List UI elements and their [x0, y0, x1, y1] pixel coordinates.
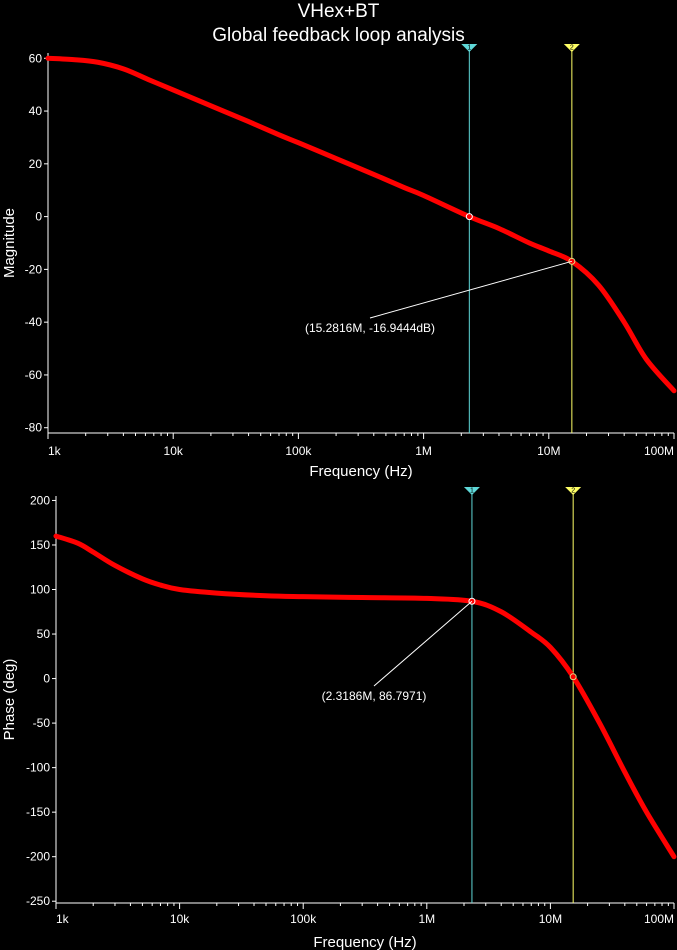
phase-annotation-label: (2.3186M, 86.7971)	[322, 689, 427, 703]
magnitude-y-tick-label: 40	[29, 104, 43, 118]
phase-y-tick-label: -150	[26, 805, 50, 819]
magnitude-cursor-1-flag	[461, 44, 478, 52]
phase-x-tick-label: 1M	[418, 912, 435, 926]
magnitude-y-tick-label: 0	[35, 210, 42, 224]
phase-cursor-2-marker	[569, 673, 577, 681]
phase-cursor-1-label: 1	[470, 488, 474, 495]
phase-y-tick-label: 0	[43, 672, 50, 686]
phase-cursor-1-marker	[468, 597, 476, 605]
phase-y-tick-label: 200	[30, 493, 50, 507]
magnitude-cursor-2-marker	[568, 257, 576, 265]
magnitude-x-axis-label: Frequency (Hz)	[309, 463, 412, 480]
phase-y-tick-label: -50	[33, 716, 51, 730]
phase-y-tick-label: -250	[26, 894, 50, 908]
phase-x-axis-label: Frequency (Hz)	[313, 934, 416, 950]
magnitude-x-tick-label: 1M	[415, 444, 432, 458]
magnitude-y-axis-label: Magnitude	[1, 208, 18, 278]
magnitude-y-tick-label: -40	[25, 315, 43, 329]
phase-y-tick-label: 50	[37, 627, 51, 641]
magnitude-annotation-label: (15.2816M, -16.9444dB)	[305, 321, 435, 335]
phase-cursor-1-flag	[463, 487, 480, 495]
magnitude-cursor-1-label: 1	[467, 45, 471, 52]
chart-title: VHex+BT	[297, 1, 380, 22]
magnitude-x-tick-label: 10k	[164, 444, 184, 458]
phase-y-tick-label: 100	[30, 583, 50, 597]
phase-cursor-2-label: 2	[571, 488, 575, 495]
phase-x-tick-label: 10k	[170, 912, 190, 926]
magnitude-y-tick-label: -20	[25, 262, 43, 276]
phase-trace-0	[53, 533, 677, 860]
phase-y-tick-label: -100	[26, 761, 50, 775]
phase-y-tick-label: -200	[26, 850, 50, 864]
chart-title-area: VHex+BT Global feedback loop analysis	[0, 0, 677, 48]
magnitude-y-tick-label: -60	[25, 368, 43, 382]
magnitude-trace-0	[45, 55, 677, 394]
magnitude-y-tick-label: -80	[25, 421, 43, 435]
phase-y-axis-label: Phase (deg)	[1, 659, 18, 741]
magnitude-x-tick-label: 1k	[48, 444, 62, 458]
magnitude-cursor-1-marker	[465, 213, 473, 221]
phase-x-tick-label: 100M	[644, 912, 674, 926]
magnitude-y-tick-label: 60	[29, 51, 43, 65]
phase-x-tick-label: 1k	[56, 912, 70, 926]
magnitude-cursor-2-flag	[563, 44, 580, 52]
magnitude-x-tick-label: 10M	[537, 444, 560, 458]
magnitude-cursor-2-label: 2	[570, 45, 574, 52]
magnitude-x-tick-label: 100k	[285, 444, 312, 458]
phase-cursor-2-flag	[565, 487, 582, 495]
phase-x-tick-label: 100k	[290, 912, 317, 926]
magnitude-y-tick-label: 20	[29, 157, 43, 171]
phase-annotation-leader	[373, 600, 473, 687]
phase-x-tick-label: 10M	[539, 912, 562, 926]
phase-y-tick-label: 150	[30, 538, 50, 552]
magnitude-x-tick-label: 100M	[644, 444, 674, 458]
chart-subtitle: Global feedback loop analysis	[212, 25, 465, 46]
magnitude-annotation-leader	[369, 260, 572, 319]
